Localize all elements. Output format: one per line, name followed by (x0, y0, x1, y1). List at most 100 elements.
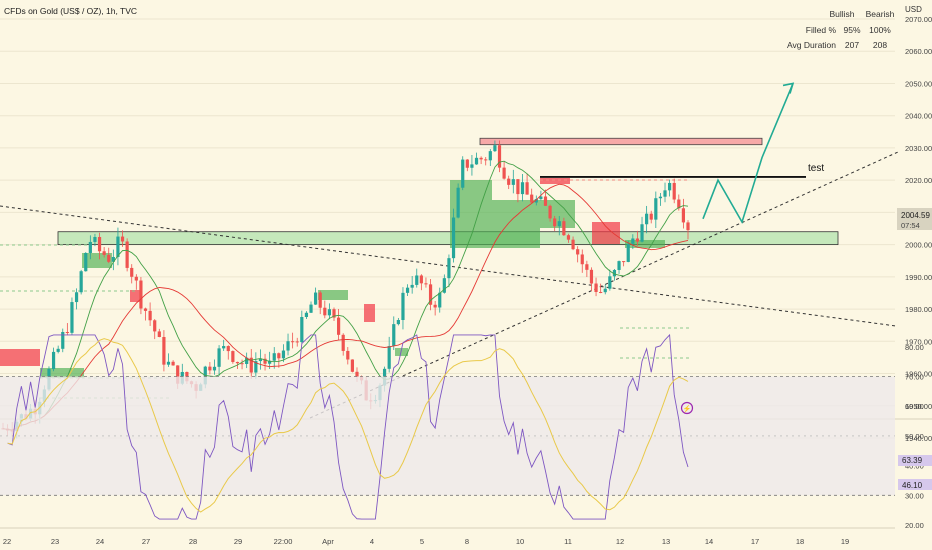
rsi-tick-label: 70.00 (905, 373, 924, 382)
price-tick-label: 2050.00 (905, 79, 932, 88)
stats-col-bullish: Bullish (829, 9, 854, 19)
candle-body (612, 269, 617, 277)
candle-body (635, 238, 640, 242)
candle-body (295, 341, 299, 343)
candle-body (300, 317, 304, 343)
candle-body (208, 366, 212, 371)
candle-body (125, 241, 129, 268)
rsi-tick-label: 40.00 (905, 462, 924, 471)
candle-body (231, 351, 235, 362)
resistance-zone (479, 137, 763, 146)
candle-body (387, 346, 391, 369)
candle-body (599, 291, 603, 293)
ma-slow-line (2, 183, 689, 431)
price-tick-label: 2060.00 (905, 47, 932, 56)
candle-body (281, 350, 286, 359)
candle-body (658, 196, 663, 199)
candle-body (272, 353, 276, 361)
time-tick-label: 14 (705, 537, 713, 546)
candle-body (562, 221, 566, 236)
time-tick-label: 22:00 (274, 537, 293, 546)
candle-body (116, 236, 120, 257)
candle-body (447, 258, 451, 279)
candle-body (171, 361, 175, 366)
bullish-order-block (492, 200, 540, 248)
candle-body (355, 371, 359, 377)
candle-body (488, 151, 492, 161)
rsi-ma-value-tag (898, 479, 932, 490)
stats-row2-label: Avg Duration (787, 40, 836, 50)
candle-body (539, 196, 543, 200)
candle-body (162, 337, 166, 365)
price-tick-label: 1960.00 (905, 370, 932, 379)
candle-body (84, 252, 88, 272)
candle-body (226, 346, 230, 352)
candle-body (107, 254, 111, 262)
candle-body (249, 357, 253, 373)
candle-body (401, 292, 405, 321)
moving-averages (2, 160, 689, 431)
candle-body (396, 320, 400, 325)
candle-body (346, 350, 350, 360)
candle-body (677, 199, 681, 209)
candle-body (74, 292, 79, 303)
candle-body (291, 341, 295, 343)
candle-body (341, 334, 345, 351)
rsi-tick-label: 20.00 (905, 521, 924, 530)
time-tick-label: 4 (370, 537, 374, 546)
candle-body (258, 358, 263, 362)
candle-body (148, 310, 152, 321)
time-tick-label: 11 (564, 537, 572, 546)
candle-body (88, 241, 92, 253)
stats-col-bearish: Bearish (866, 9, 895, 19)
candle-body (51, 351, 56, 370)
candle-body (405, 287, 410, 293)
candle-body (594, 283, 598, 292)
candle-body (235, 361, 240, 364)
rsi-tick-label: 80.00 (905, 343, 924, 352)
price-tick-label: 1990.00 (905, 273, 932, 282)
price-tick-label: 1970.00 (905, 337, 932, 346)
stats-row2-bullish: 207 (845, 40, 859, 50)
time-axis[interactable]: 22 23 24 27 28 29 22:00 Apr 4 5 8 10 11 12 13 14 17 18 19 (0, 527, 895, 546)
candle-body (507, 178, 511, 185)
candle-body (603, 288, 607, 293)
ma-fast-line (2, 160, 689, 431)
alert-icon[interactable]: ⚡ (680, 401, 694, 415)
candle-body (465, 159, 469, 168)
candle-body (212, 366, 217, 371)
candle-body (419, 275, 423, 284)
candle-body (645, 213, 649, 225)
price-axis[interactable]: 1940.00 1950.00 1960.00 1970.00 1980.00 1990.… (897, 15, 932, 530)
time-tick-label: 24 (96, 537, 104, 546)
candle-body (93, 236, 97, 242)
symbol-title[interactable]: CFDs on Gold (US$ / OZ), 1h, TVC (4, 6, 137, 16)
candle-body (672, 182, 676, 200)
grid (0, 18, 895, 439)
candle-body (663, 190, 667, 197)
candle-body (318, 292, 322, 308)
candle-body (277, 353, 281, 359)
stats-row1-label: Filled % (806, 25, 837, 35)
time-tick-label: 8 (465, 537, 469, 546)
candle-body (153, 320, 157, 332)
candle-body (502, 167, 506, 179)
bearish-order-block (592, 222, 620, 244)
candle-body (585, 264, 589, 270)
bullish-order-block (318, 290, 348, 300)
rsi-tick-label: 60.00 (905, 402, 924, 411)
candle-body (451, 217, 456, 259)
candle-body (245, 357, 249, 364)
stats-row1-bearish: 100% (869, 25, 891, 35)
time-tick-label: 23 (51, 537, 59, 546)
time-tick-label: 17 (751, 537, 759, 546)
time-tick-label: 12 (616, 537, 624, 546)
candle-body (166, 361, 171, 365)
candle-body (286, 341, 290, 351)
candle-body (120, 236, 125, 242)
candle-body (470, 164, 474, 168)
price-tick-label: 2030.00 (905, 144, 932, 153)
candle-body (534, 199, 538, 203)
candle-body (668, 182, 672, 191)
